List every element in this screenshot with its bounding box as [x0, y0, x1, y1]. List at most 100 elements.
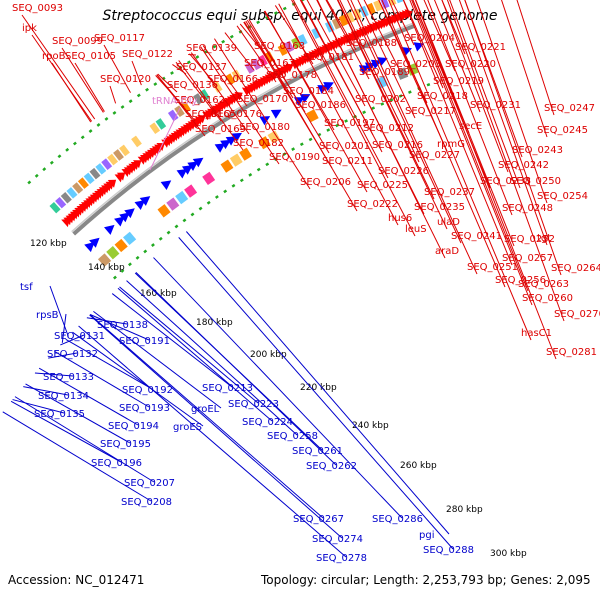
gene-label: SEQ_0206	[300, 177, 351, 188]
gene-label-inner: SEQ_0133	[43, 372, 94, 383]
cog-color-block	[113, 149, 124, 161]
gene-label-inner: SEQ_0135	[34, 409, 85, 420]
leader-line-inner	[185, 231, 450, 535]
gene-label: SEQ_0243	[512, 145, 563, 156]
minus-strand-gene	[299, 94, 311, 103]
cog-color-block-inner	[267, 130, 281, 144]
gene-label-inner: SEQ_0134	[38, 391, 89, 402]
minus-strand-gene	[270, 109, 282, 119]
leader-line	[245, 20, 358, 212]
gene-label-inner: SEQ_0262	[306, 461, 357, 472]
plus-strand-gene	[133, 160, 142, 169]
cog-color-block	[244, 62, 255, 74]
minus-strand-gene	[139, 196, 151, 206]
leader-line	[300, 0, 383, 153]
gene-label: SEQ_0222	[347, 199, 398, 210]
gene-label: SEQ_0162	[174, 95, 225, 106]
gene-label-inner: SEQ_0267	[293, 514, 344, 525]
cog-color-block	[257, 54, 268, 67]
gene-label: SEQ_0227	[409, 150, 460, 161]
leader-line	[51, 62, 92, 123]
gene-label: SEQ_0270	[554, 309, 600, 320]
cog-color-block	[373, 0, 383, 12]
gene-label: ipk	[22, 23, 37, 34]
gene-label: SEQ_0241	[451, 231, 502, 242]
gene-label: SEQ_0250	[510, 176, 561, 187]
gene-label: SEQ_0281	[546, 347, 597, 358]
leader-line	[274, 5, 314, 65]
leader-line-inner	[34, 372, 74, 377]
leader-line	[264, 10, 368, 193]
gene-label: SEQ_0212	[363, 123, 414, 134]
leader-line	[411, 0, 529, 292]
leader-line-inner	[126, 280, 298, 436]
minus-strand-gene	[176, 168, 188, 179]
accession-text: Accession: NC_012471	[8, 573, 145, 587]
plus-strand-gene	[197, 115, 206, 124]
cog-color-block	[119, 144, 130, 157]
leader-line-inner	[48, 352, 78, 359]
gene-label: SEQ_0099	[52, 36, 103, 47]
cog-color-block	[366, 2, 376, 15]
cog-color-block	[72, 182, 84, 194]
gene-label-inner: SEQ_0274	[312, 534, 363, 545]
cog-color-block	[284, 40, 295, 53]
gene-label: SEQ_0226	[378, 166, 429, 177]
gene-label: hasC1	[521, 328, 552, 339]
leader-line	[21, 14, 96, 120]
cog-color-block	[155, 118, 167, 130]
leader-line-inner	[23, 386, 69, 396]
leader-line	[339, 0, 420, 163]
leader-line	[423, 0, 456, 72]
cog-color-block	[131, 135, 142, 148]
cog-color-block-inner	[229, 153, 243, 167]
gene-label: SEQ_0105	[65, 51, 116, 62]
gene-label: secE	[459, 121, 482, 132]
leader-line	[347, 0, 462, 244]
gene-label: SEQ_0181	[303, 52, 354, 63]
gene-label-inner: SEQ_0195	[100, 439, 151, 450]
leader-line	[224, 32, 255, 71]
gene-label: SEQ_0231	[470, 100, 521, 111]
gene-label-inner: SEQ_0224	[242, 417, 293, 428]
gene-label: SEQ_0184	[283, 86, 334, 97]
leader-line-inner	[72, 331, 204, 427]
minus-strand-gene	[323, 82, 334, 92]
minus-strand-gene	[376, 57, 388, 67]
leader-line-inner	[54, 350, 150, 408]
leader-line	[291, 0, 416, 237]
leader-line	[236, 25, 277, 83]
leader-line	[200, 46, 280, 165]
cog-color-block	[345, 11, 356, 24]
leader-line	[325, 0, 370, 80]
cog-color-block	[149, 122, 161, 135]
kbp-tick-label: 240 kbp	[352, 421, 389, 431]
gene-label: SEQ_0264	[551, 263, 600, 274]
gene-label: SEQ_0169	[195, 124, 246, 135]
leader-line	[414, 0, 557, 360]
leader-line	[109, 85, 117, 104]
gene-label-inner: SEQ_0213	[202, 383, 253, 394]
gene-label-inner: tsf	[20, 282, 33, 293]
leader-line	[103, 44, 131, 93]
kbp-tick-label: 120 kbp	[30, 239, 67, 249]
leader-line-inner	[38, 367, 139, 426]
minus-strand-gene	[187, 161, 199, 171]
cog-color-block-inner	[175, 190, 189, 205]
gene-label-inner: pgi	[419, 530, 434, 541]
cog-color-block	[338, 14, 349, 27]
cog-color-block	[396, 0, 404, 4]
cog-color-block-inner	[220, 159, 234, 173]
gene-label-inner: SEQ_0286	[372, 514, 423, 525]
leader-line	[337, 0, 435, 200]
gene-label: SEQ_0256	[495, 275, 546, 286]
minus-strand-gene	[181, 165, 193, 175]
gene-label: leuS	[405, 224, 427, 235]
leader-line-inner	[49, 285, 69, 337]
leader-line	[175, 61, 222, 122]
gene-label: SEQ_0201	[319, 141, 370, 152]
gene-label: SEQ_0166	[207, 74, 258, 85]
cog-color-block-inner	[184, 184, 198, 198]
cog-color-block-inner	[114, 238, 128, 253]
